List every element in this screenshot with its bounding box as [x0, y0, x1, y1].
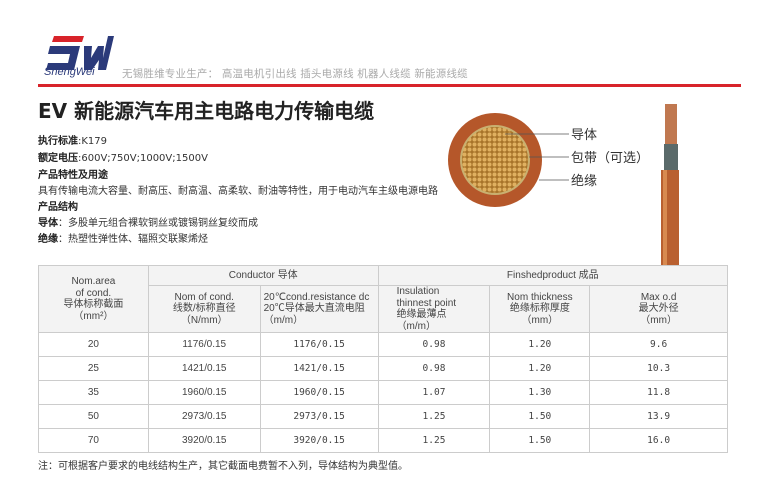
- spec-insulation: 绝缘：热塑性弹性体、辐照交联聚烯烃: [38, 234, 208, 245]
- table-cell: 1.20: [489, 356, 591, 381]
- table-cell: 16.0: [589, 428, 728, 453]
- table-cell: 2973/0.15: [147, 404, 261, 429]
- table-cell: 1176/0.15: [259, 332, 379, 357]
- table-cell: 1960/0.15: [147, 380, 261, 405]
- slogan: 无锡胜维专业生产： 高温电机引出线 插头电源线 机器人线缆 新能源线缆: [122, 68, 468, 80]
- header-conductor: Conductor 导体: [147, 265, 379, 286]
- spec-table: Nom.area of cond. 导体标称截面 （mm²） Conductor 导体…: [38, 265, 729, 453]
- table-cell: 3920/0.15: [259, 428, 379, 453]
- table-cell: 3920/0.15: [147, 428, 261, 453]
- shengwei-logo: [46, 36, 114, 70]
- header-insulation-thinnest: Insulation thinnest point 绝缘最薄点 （m/m）: [377, 285, 491, 333]
- table-cell: 35: [38, 380, 149, 405]
- header-max-od: Max o.d 最大外径 （mm）: [589, 285, 728, 333]
- label-conductor: 导体: [571, 128, 597, 143]
- table-row: 50 2973/0.15 2973/0.15 1.25 1.50 13.9: [38, 404, 728, 429]
- table-cell: 10.3: [589, 356, 728, 381]
- header-finished-product: Finshedproduct 成品: [377, 265, 729, 286]
- table-row: 25 1421/0.15 1421/0.15 0.98 1.20 10.3: [38, 356, 728, 381]
- table-cell: 0.98: [377, 356, 491, 381]
- spec-voltage: 额定电压:600V;750V;1000V;1500V: [38, 153, 208, 164]
- spec-standard: 执行标准:K179: [38, 136, 108, 147]
- table-cell: 1.07: [377, 380, 491, 405]
- header-nom-thickness: Nom thickness 绝缘标称厚度 （mm）: [489, 285, 591, 333]
- table-cell: 1.30: [489, 380, 591, 405]
- features-text: 具有传输电流大容量、耐高压、耐高温、高柔软、耐油等特性，用于电动汽车主级电源电路: [38, 186, 438, 197]
- table-cell: 1.20: [489, 332, 591, 357]
- table-cell: 0.98: [377, 332, 491, 357]
- features-heading: 产品特性及用途: [38, 170, 108, 181]
- cable-cross-section-image: 导体 包带（可选） 绝缘: [448, 104, 679, 267]
- header-nom-area: Nom.area of cond. 导体标称截面 （mm²）: [38, 265, 149, 333]
- footnote: 注：可根据客户要求的电线结构生产，其它截面电费暂不入列，导体结构为典型值。: [38, 461, 408, 472]
- table-cell: 1960/0.15: [259, 380, 379, 405]
- header-nom-cond: Nom of cond. 线数/标称直径 （N/mm）: [147, 285, 261, 333]
- table-cell: 1421/0.15: [259, 356, 379, 381]
- table-cell: 11.8: [589, 380, 728, 405]
- table-cell: 1.25: [377, 428, 491, 453]
- table-cell: 1.50: [489, 404, 591, 429]
- table-cell: 13.9: [589, 404, 728, 429]
- header-resistance: 20℃cond.resistance dc 20℃导体最大直流电阻 （m/m）: [259, 285, 379, 333]
- table-cell: 20: [38, 332, 149, 357]
- table-cell: 1.25: [377, 404, 491, 429]
- label-insulation: 绝缘: [571, 173, 597, 189]
- table-row: 20 1176/0.15 1176/0.15 0.98 1.20 9.6: [38, 332, 728, 357]
- divider: [38, 84, 741, 87]
- table-cell: 9.6: [589, 332, 728, 357]
- table-cell: 50: [38, 404, 149, 429]
- table-row: 35 1960/0.15 1960/0.15 1.07 1.30 11.8: [38, 380, 728, 405]
- table-cell: 1176/0.15: [147, 332, 261, 357]
- structure-heading: 产品结构: [38, 202, 78, 213]
- label-tape: 包带（可选）: [571, 151, 649, 166]
- table-cell: 2973/0.15: [259, 404, 379, 429]
- brand-name: ShengWei: [44, 66, 95, 78]
- table-row: 70 3920/0.15 3920/0.15 1.25 1.50 16.0: [38, 428, 728, 453]
- table-cell: 70: [38, 428, 149, 453]
- table-cell: 1421/0.15: [147, 356, 261, 381]
- table-cell: 1.50: [489, 428, 591, 453]
- table-cell: 25: [38, 356, 149, 381]
- page-title: EV 新能源汽车用主电路电力传输电缆: [38, 99, 375, 123]
- spec-conductor: 导体：多股单元组合裸软铜丝或镀锡铜丝复绞而成: [38, 218, 258, 229]
